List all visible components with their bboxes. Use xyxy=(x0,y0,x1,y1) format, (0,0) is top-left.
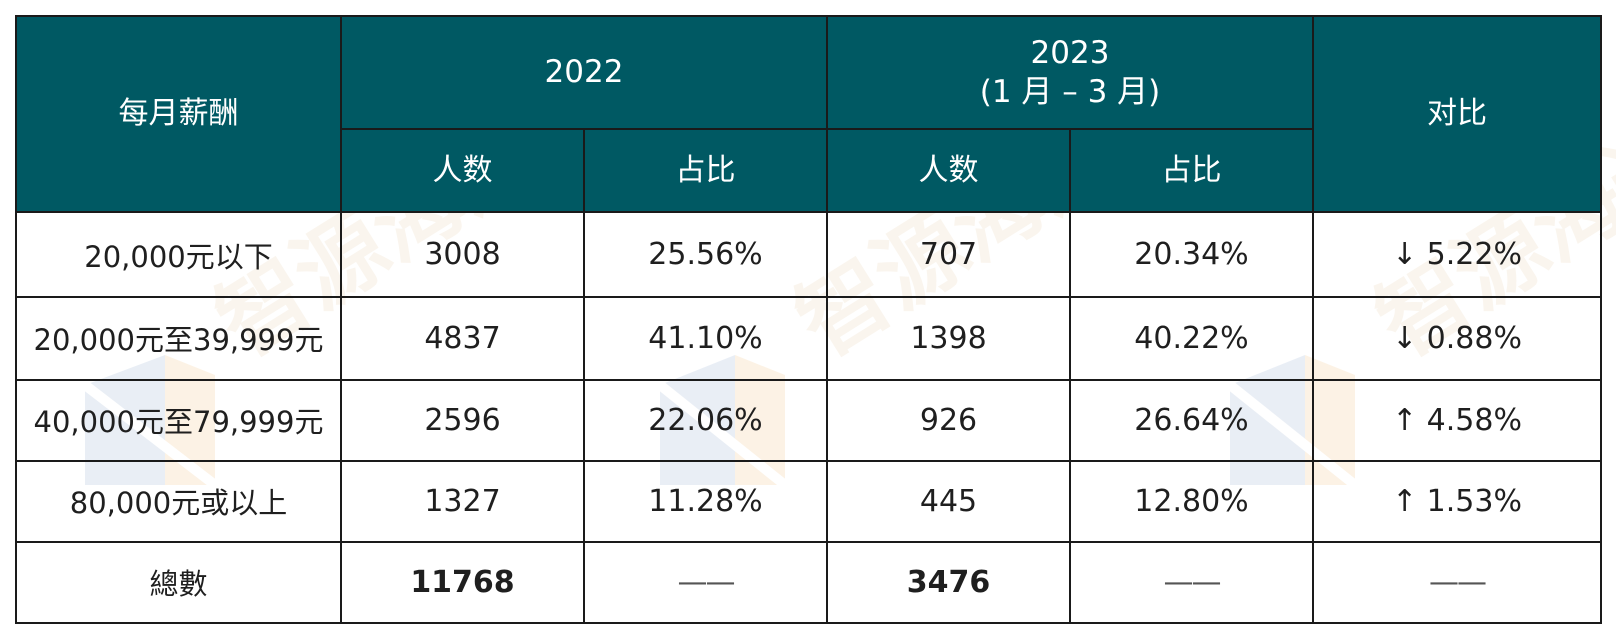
row-share-2023: 20.34% xyxy=(1069,210,1314,299)
total-share-2023: —— xyxy=(1069,540,1314,625)
row-count-2023: 1398 xyxy=(826,296,1071,381)
row-share-2022: 22.06% xyxy=(583,378,828,462)
header-salary: 每月薪酬 xyxy=(15,15,342,213)
row-count-2022: 3008 xyxy=(340,210,585,299)
row-share-2023: 26.64% xyxy=(1069,378,1314,462)
row-share-2022: 11.28% xyxy=(583,459,828,543)
table-row: 20,000元以下 3008 25.56% 707 20.34% ↓ 5.22% xyxy=(15,210,1602,299)
total-count-2023: 3476 xyxy=(826,540,1071,625)
row-count-2022: 1327 xyxy=(340,459,585,543)
row-count-2022: 2596 xyxy=(340,378,585,462)
table-row-total: 總數 11768 —— 3476 —— —— xyxy=(15,540,1602,625)
row-share-2022: 41.10% xyxy=(583,296,828,381)
table-row: 80,000元或以上 1327 11.28% 445 12.80% ↑ 1.53… xyxy=(15,459,1602,543)
row-salary-label: 20,000元以下 xyxy=(15,210,342,299)
row-salary-label: 20,000元至39,999元 xyxy=(15,296,342,381)
header-count-2022: 人数 xyxy=(340,128,585,213)
row-count-2022: 4837 xyxy=(340,296,585,381)
row-share-2023: 40.22% xyxy=(1069,296,1314,381)
row-compare: ↑ 4.58% xyxy=(1312,378,1602,462)
row-salary-label: 80,000元或以上 xyxy=(15,459,342,543)
total-compare: —— xyxy=(1312,540,1602,625)
header-year-2023: 2023 (1 月 – 3 月) xyxy=(826,15,1314,130)
total-label: 總數 xyxy=(15,540,342,625)
header-compare: 对比 xyxy=(1312,15,1602,213)
table-row: 40,000元至79,999元 2596 22.06% 926 26.64% ↑… xyxy=(15,378,1602,462)
header-year-2023-line2: (1 月 – 3 月) xyxy=(979,73,1161,110)
row-share-2023: 12.80% xyxy=(1069,459,1314,543)
total-share-2022: —— xyxy=(583,540,828,625)
header-year-2023-line1: 2023 xyxy=(1030,34,1110,71)
row-salary-label: 40,000元至79,999元 xyxy=(15,378,342,462)
row-compare: ↓ 0.88% xyxy=(1312,296,1602,381)
header-count-2023: 人数 xyxy=(826,128,1071,213)
header-share-2023: 占比 xyxy=(1069,128,1314,213)
row-count-2023: 926 xyxy=(826,378,1071,462)
salary-distribution-table: 每月薪酬 2022 2023 (1 月 – 3 月) 对比 人数 占比 人数 占… xyxy=(15,15,1602,625)
row-share-2022: 25.56% xyxy=(583,210,828,299)
salary-table-container: 智源海通 智源海通 智源海通 每月薪酬 2022 2023 (1 月 – 3 月… xyxy=(15,15,1616,625)
row-count-2023: 445 xyxy=(826,459,1071,543)
table-row: 20,000元至39,999元 4837 41.10% 1398 40.22% … xyxy=(15,296,1602,381)
row-compare: ↑ 1.53% xyxy=(1312,459,1602,543)
header-share-2022: 占比 xyxy=(583,128,828,213)
total-count-2022: 11768 xyxy=(340,540,585,625)
row-compare: ↓ 5.22% xyxy=(1312,210,1602,299)
row-count-2023: 707 xyxy=(826,210,1071,299)
header-year-2022: 2022 xyxy=(340,15,828,130)
